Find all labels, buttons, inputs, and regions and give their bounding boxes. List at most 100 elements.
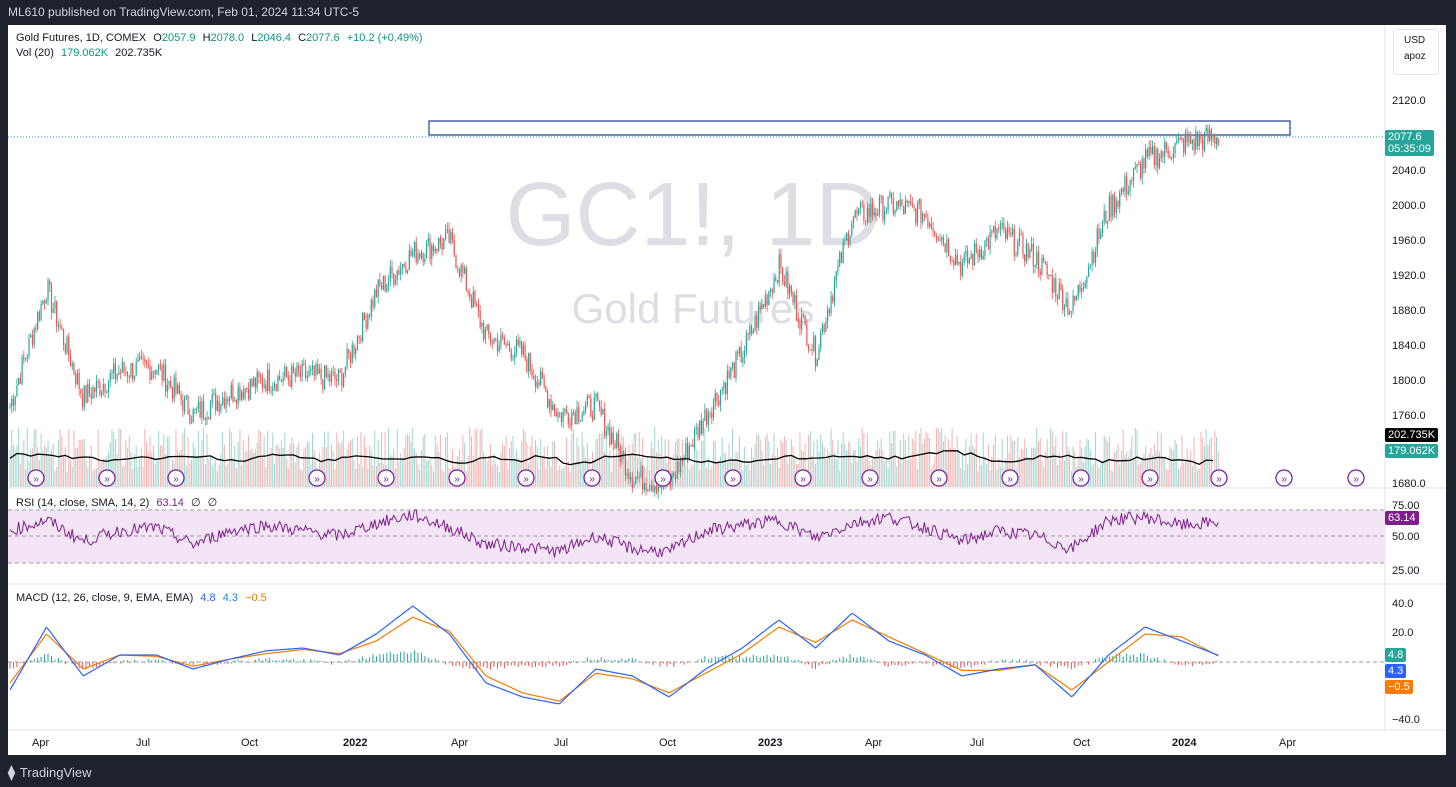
volume-bar xyxy=(121,466,123,487)
price-legend[interactable]: Gold Futures, 1D, COMEX O2057.9 H2078.0 … xyxy=(16,32,423,44)
volume-ma-line xyxy=(9,450,1214,466)
volume-bar xyxy=(70,459,71,487)
event-marker[interactable] xyxy=(1347,469,1365,487)
volume-bar xyxy=(835,459,837,487)
candle-body xyxy=(1138,163,1140,165)
event-marker[interactable] xyxy=(308,469,326,487)
event-marker[interactable] xyxy=(27,469,45,487)
macd-hist-bar xyxy=(604,659,606,662)
macd-hist-bar xyxy=(289,659,291,662)
event-marker[interactable] xyxy=(1275,469,1293,487)
candle-body xyxy=(123,361,125,372)
event-marker[interactable] xyxy=(1210,469,1228,487)
candle-body xyxy=(26,356,28,359)
candle-body xyxy=(401,263,403,269)
volume-legend[interactable]: Vol (20) 179.062K 202.735K xyxy=(16,47,162,59)
macd-hist-bar xyxy=(922,662,924,664)
legend-signal: 4.3 xyxy=(222,592,238,604)
candle-body xyxy=(892,198,894,214)
volume-bar xyxy=(628,444,630,487)
currency-selector[interactable]: USD apoz xyxy=(1393,29,1439,75)
volume-bar xyxy=(771,453,773,487)
candle-body xyxy=(462,265,464,274)
volume-bar xyxy=(192,442,194,487)
volume-bar xyxy=(253,452,255,487)
macd-hist-bar xyxy=(891,662,893,665)
candle-body xyxy=(827,309,829,322)
event-marker[interactable] xyxy=(930,469,948,487)
candle-body xyxy=(38,312,40,321)
volume-bar xyxy=(49,454,51,487)
volume-bar xyxy=(661,435,663,487)
volume-bar xyxy=(87,468,89,487)
volume-bar xyxy=(178,452,180,487)
macd-hist-bar xyxy=(171,662,173,664)
time-axis[interactable]: Apr Jul Oct 2022 Apr Jul Oct 2023 Apr Ju… xyxy=(32,737,1296,749)
candle-body xyxy=(1188,134,1190,143)
event-marker[interactable] xyxy=(1072,469,1090,487)
volume-bar xyxy=(1086,438,1088,487)
macd-legend[interactable]: MACD (12, 26, close, 9, EMA, EMA) 4.8 4.… xyxy=(16,592,267,604)
volume-bar xyxy=(180,449,182,487)
macd-axis[interactable]: 40.0 20.0 −40.0 xyxy=(1392,598,1420,726)
macd-hist-bar xyxy=(811,662,813,669)
candle-body xyxy=(706,409,708,425)
event-marker[interactable] xyxy=(583,469,601,487)
event-marker[interactable] xyxy=(794,469,812,487)
candle-body xyxy=(178,384,180,395)
candle-body xyxy=(61,327,63,330)
rsi-legend[interactable]: RSI (14, close, SMA, 14, 2) 63.14 ∅ ∅ xyxy=(16,496,217,509)
event-markers[interactable]: »»»»»»»»»»»»»»»»»»» xyxy=(27,469,1365,487)
event-marker[interactable] xyxy=(377,469,395,487)
volume-bar xyxy=(424,434,426,487)
event-marker[interactable] xyxy=(1141,469,1159,487)
macd-hist-bar xyxy=(593,660,595,662)
event-marker[interactable] xyxy=(654,469,672,487)
candle-body xyxy=(14,396,16,406)
macd-hist-bar xyxy=(417,652,419,662)
candle-body xyxy=(652,485,654,492)
volume-bar xyxy=(1165,468,1167,487)
event-marker[interactable] xyxy=(517,469,535,487)
candle-body xyxy=(1177,138,1180,141)
resistance-box[interactable] xyxy=(428,120,1291,136)
volume-bar xyxy=(312,433,313,487)
event-marker[interactable] xyxy=(448,469,466,487)
event-marker[interactable] xyxy=(724,469,742,487)
volume-bar xyxy=(547,445,549,487)
macd-hist-bar xyxy=(244,661,246,662)
price-tick: 1680.0 xyxy=(1392,478,1426,490)
macd-hist-bar xyxy=(994,662,996,663)
price-axis[interactable]: 2120.0 2040.0 2000.0 1960.0 1920.0 1880.… xyxy=(1392,95,1426,490)
volume-bar xyxy=(436,443,438,487)
candle-body xyxy=(477,304,480,311)
legend-rsi-x2: ∅ xyxy=(207,497,218,509)
event-marker[interactable] xyxy=(1001,469,1019,487)
volume-bar xyxy=(719,456,721,487)
candle-body xyxy=(78,372,80,390)
candle-body xyxy=(367,315,369,329)
candle-body xyxy=(1153,146,1155,165)
chart-frame[interactable]: GC1!, 1D Gold Futures »»»»»»»»»»»»»»»»»»… xyxy=(8,25,1446,755)
event-marker[interactable] xyxy=(861,469,879,487)
candle-body xyxy=(597,393,599,401)
candle-body xyxy=(154,370,156,375)
candle-body xyxy=(62,329,65,345)
volume-bar xyxy=(358,463,360,487)
candle-body xyxy=(1176,140,1178,144)
event-marker[interactable] xyxy=(98,469,116,487)
volume-bar xyxy=(1039,437,1041,487)
candle-body xyxy=(590,397,592,417)
event-marker[interactable] xyxy=(167,469,185,487)
macd-hist-bar xyxy=(9,662,11,669)
candle-body xyxy=(216,400,219,411)
tradingview-logo[interactable]: ⧫ TradingView xyxy=(8,764,91,781)
macd-hist-bar xyxy=(47,653,49,662)
macd-hist-bar xyxy=(828,662,830,664)
chart-canvas[interactable]: GC1!, 1D Gold Futures »»»»»»»»»»»»»»»»»»… xyxy=(8,25,1446,755)
candle-body xyxy=(277,375,279,392)
macd-hist-bar xyxy=(123,660,125,662)
rsi-axis[interactable]: 75.00 50.00 25.00 xyxy=(1392,500,1420,577)
candle-body xyxy=(73,363,75,375)
candle-body xyxy=(446,228,448,232)
